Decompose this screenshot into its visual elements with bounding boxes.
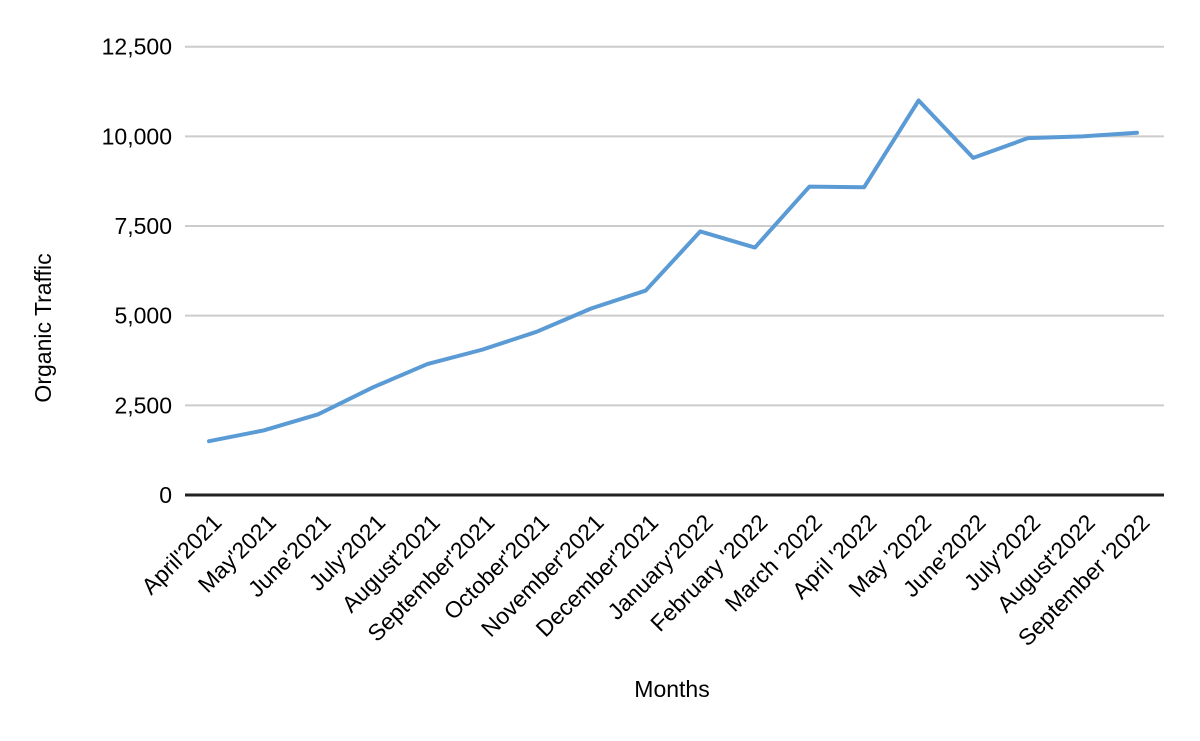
traffic-series-line [207, 98, 1139, 444]
y-axis-title: Organic Traffic [30, 253, 56, 402]
x-category-labels: April'2021May'2021June'2021July'2021Augu… [136, 509, 1154, 651]
y-tick-label: 10,000 [102, 123, 172, 149]
y-tick-label: 7,500 [114, 213, 172, 239]
y-tick-label: 12,500 [102, 34, 172, 60]
y-gridlines [185, 45, 1164, 497]
y-tick-label: 5,000 [114, 303, 172, 329]
y-tick-label: 0 [159, 482, 172, 508]
y-tick-label: 2,500 [114, 392, 172, 418]
y-tick-labels: 0 2,500 5,000 7,500 10,000 12,500 [102, 34, 172, 508]
series-group [207, 98, 1139, 444]
x-axis-title: Months [634, 676, 709, 702]
